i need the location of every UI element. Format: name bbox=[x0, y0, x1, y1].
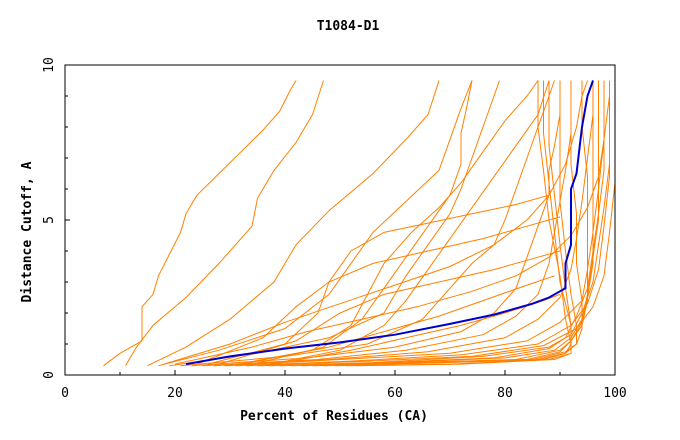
model-series-line-16 bbox=[290, 80, 594, 367]
x-tick-label: 80 bbox=[497, 386, 513, 401]
x-tick-label: 100 bbox=[603, 386, 626, 401]
model-series-line-27 bbox=[196, 216, 561, 365]
model-series-line-18 bbox=[312, 80, 583, 367]
model-series-line-6 bbox=[180, 80, 555, 367]
tick-layer: 0 20 40 60 80 100 0 5 10 bbox=[42, 57, 627, 401]
model-series-line-8 bbox=[202, 80, 572, 367]
y-tick-label: 5 bbox=[42, 216, 57, 224]
x-tick-label: 0 bbox=[61, 386, 69, 401]
y-tick-label: 0 bbox=[42, 371, 57, 379]
model-series-line-23 bbox=[229, 80, 539, 367]
model-series-line-25 bbox=[262, 80, 550, 367]
model-series-line-4 bbox=[158, 80, 473, 367]
plot-frame bbox=[64, 64, 616, 376]
model-series-line-22 bbox=[356, 80, 572, 367]
highlight-series-line bbox=[185, 80, 594, 366]
model-series-line-2 bbox=[125, 80, 324, 366]
x-tick-label: 20 bbox=[167, 386, 183, 401]
chart-title: T1084-D1 bbox=[317, 19, 380, 34]
model-series-line-28 bbox=[218, 250, 561, 365]
model-series-line-15 bbox=[279, 80, 599, 367]
x-tick-label: 60 bbox=[387, 386, 403, 401]
model-series-line-13 bbox=[257, 80, 610, 367]
x-tick-label: 40 bbox=[277, 386, 293, 401]
y-axis-label: Distance Cutoff, A bbox=[20, 161, 35, 302]
model-series-line-32 bbox=[163, 80, 588, 365]
model-series-line-5 bbox=[169, 80, 500, 367]
model-series-line-24 bbox=[246, 80, 473, 367]
model-series-line-7 bbox=[191, 80, 561, 367]
model-series-line-31 bbox=[174, 80, 610, 365]
model-series-line-3 bbox=[147, 80, 440, 367]
model-series-line-29 bbox=[240, 275, 555, 365]
series-layer bbox=[103, 80, 616, 367]
x-axis-label: Percent of Residues (CA) bbox=[240, 409, 428, 424]
model-series-line-20 bbox=[334, 80, 572, 367]
model-series-line-26 bbox=[207, 194, 550, 365]
model-series-line-9 bbox=[213, 80, 594, 367]
model-series-line-1 bbox=[103, 80, 297, 367]
y-tick-label: 10 bbox=[42, 57, 57, 73]
